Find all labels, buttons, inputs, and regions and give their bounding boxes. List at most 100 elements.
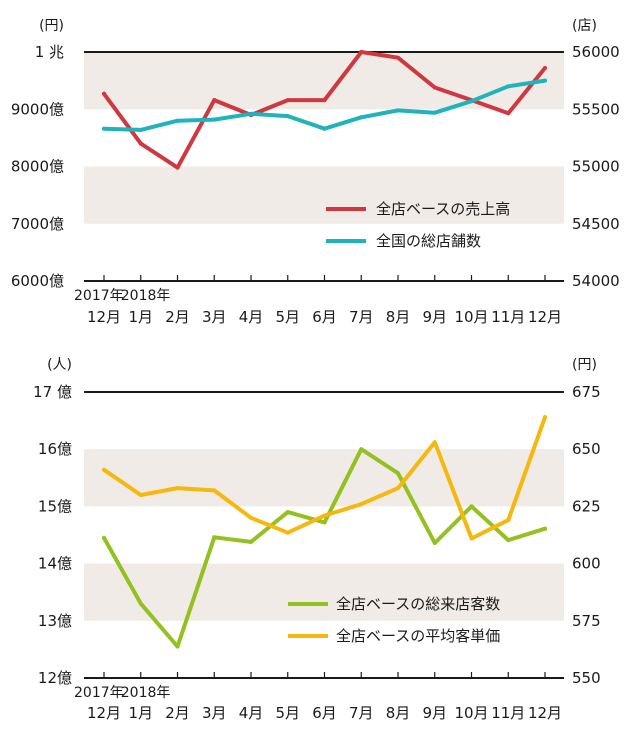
data-point [543, 66, 547, 71]
data-point [432, 541, 437, 546]
month-label: 1月 [128, 704, 153, 722]
left-tick-label: 16億 [38, 440, 72, 458]
month-label: 2月 [165, 704, 190, 722]
left-tick-label: 9000億 [11, 100, 64, 118]
data-point [543, 526, 547, 531]
data-point [396, 108, 400, 113]
data-point [432, 85, 437, 90]
data-point [175, 118, 180, 123]
month-label: 12月 [87, 704, 121, 722]
right-tick-label: 575 [572, 612, 601, 630]
data-point [285, 98, 290, 103]
right-tick-label: 55500 [572, 100, 620, 118]
year-label: 2017年 [74, 288, 124, 304]
data-point [396, 55, 400, 60]
background-band [84, 449, 564, 507]
month-label: 12月 [87, 308, 121, 326]
left-tick-label: 7000億 [11, 215, 64, 233]
right-tick-label: 55000 [572, 158, 620, 176]
data-point [138, 127, 143, 132]
data-point [322, 513, 327, 518]
month-label: 6月 [312, 308, 337, 326]
year-label: 2018年 [121, 685, 171, 701]
year-label: 2018年 [121, 288, 171, 304]
data-point [469, 536, 474, 541]
right-tick-label: 675 [572, 383, 601, 401]
month-label: 11月 [491, 308, 525, 326]
month-label: 8月 [386, 704, 411, 722]
data-point [212, 488, 217, 493]
month-label: 12月 [528, 704, 562, 722]
data-point [432, 440, 437, 445]
data-point [285, 510, 290, 515]
year-label: 2017年 [74, 685, 124, 701]
month-label: 3月 [202, 704, 227, 722]
background-band [84, 563, 564, 621]
data-point [432, 110, 437, 115]
data-point [249, 111, 253, 116]
data-point [285, 530, 290, 535]
month-label: 10月 [454, 704, 488, 722]
legend-label: 全店ベースの総来店客数 [336, 595, 500, 613]
data-point [359, 115, 364, 120]
month-label: 4月 [239, 704, 264, 722]
right-tick-label: 54500 [572, 215, 620, 233]
data-point [322, 126, 327, 131]
month-label: 8月 [386, 308, 411, 326]
left-axis-unit: (人) [47, 357, 72, 373]
data-point [322, 98, 327, 103]
data-point [102, 91, 106, 96]
data-point [212, 535, 217, 540]
data-point [138, 141, 143, 146]
data-point [212, 117, 217, 122]
month-label: 2月 [165, 308, 190, 326]
month-label: 7月 [349, 308, 374, 326]
legend-label: 全店ベースの平均客単価 [336, 627, 500, 645]
data-point [506, 518, 511, 523]
month-label: 9月 [422, 704, 447, 722]
data-point [543, 415, 547, 420]
data-point [102, 126, 106, 131]
left-tick-label: 13億 [38, 612, 72, 630]
right-axis-unit: (円) [572, 357, 597, 373]
right-axis-unit: (店) [572, 18, 597, 34]
month-label: 5月 [275, 704, 300, 722]
data-point [506, 538, 511, 543]
left-tick-label: 8000億 [11, 158, 64, 176]
month-label: 10月 [454, 308, 488, 326]
left-tick-label: 14億 [38, 555, 72, 573]
data-point [249, 515, 253, 520]
right-tick-label: 550 [572, 669, 601, 687]
month-label: 6月 [312, 704, 337, 722]
month-label: 1月 [128, 308, 153, 326]
data-point [359, 447, 364, 452]
data-point [506, 111, 511, 116]
right-tick-label: 650 [572, 440, 601, 458]
right-tick-label: 54000 [572, 272, 620, 290]
legend-label: 全国の総店舗数 [376, 232, 481, 250]
data-point [359, 502, 364, 507]
data-point [212, 98, 217, 103]
background-band [84, 166, 564, 224]
data-point [396, 486, 400, 491]
month-label: 7月 [349, 704, 374, 722]
data-point [175, 644, 180, 649]
right-tick-label: 625 [572, 497, 601, 515]
month-label: 9月 [422, 308, 447, 326]
left-axis-unit: (円) [39, 18, 64, 34]
data-point [138, 492, 143, 497]
data-point [102, 535, 106, 540]
right-tick-label: 56000 [572, 43, 620, 61]
data-point [359, 50, 364, 54]
data-point [138, 601, 143, 606]
data-point [285, 114, 290, 119]
data-point [102, 467, 106, 472]
left-tick-label: 6000億 [11, 272, 64, 290]
data-point [543, 78, 547, 83]
left-tick-label: 17 億 [33, 383, 72, 401]
month-label: 12月 [528, 308, 562, 326]
legend-label: 全店ベースの売上高 [376, 200, 510, 218]
data-point [322, 520, 327, 525]
